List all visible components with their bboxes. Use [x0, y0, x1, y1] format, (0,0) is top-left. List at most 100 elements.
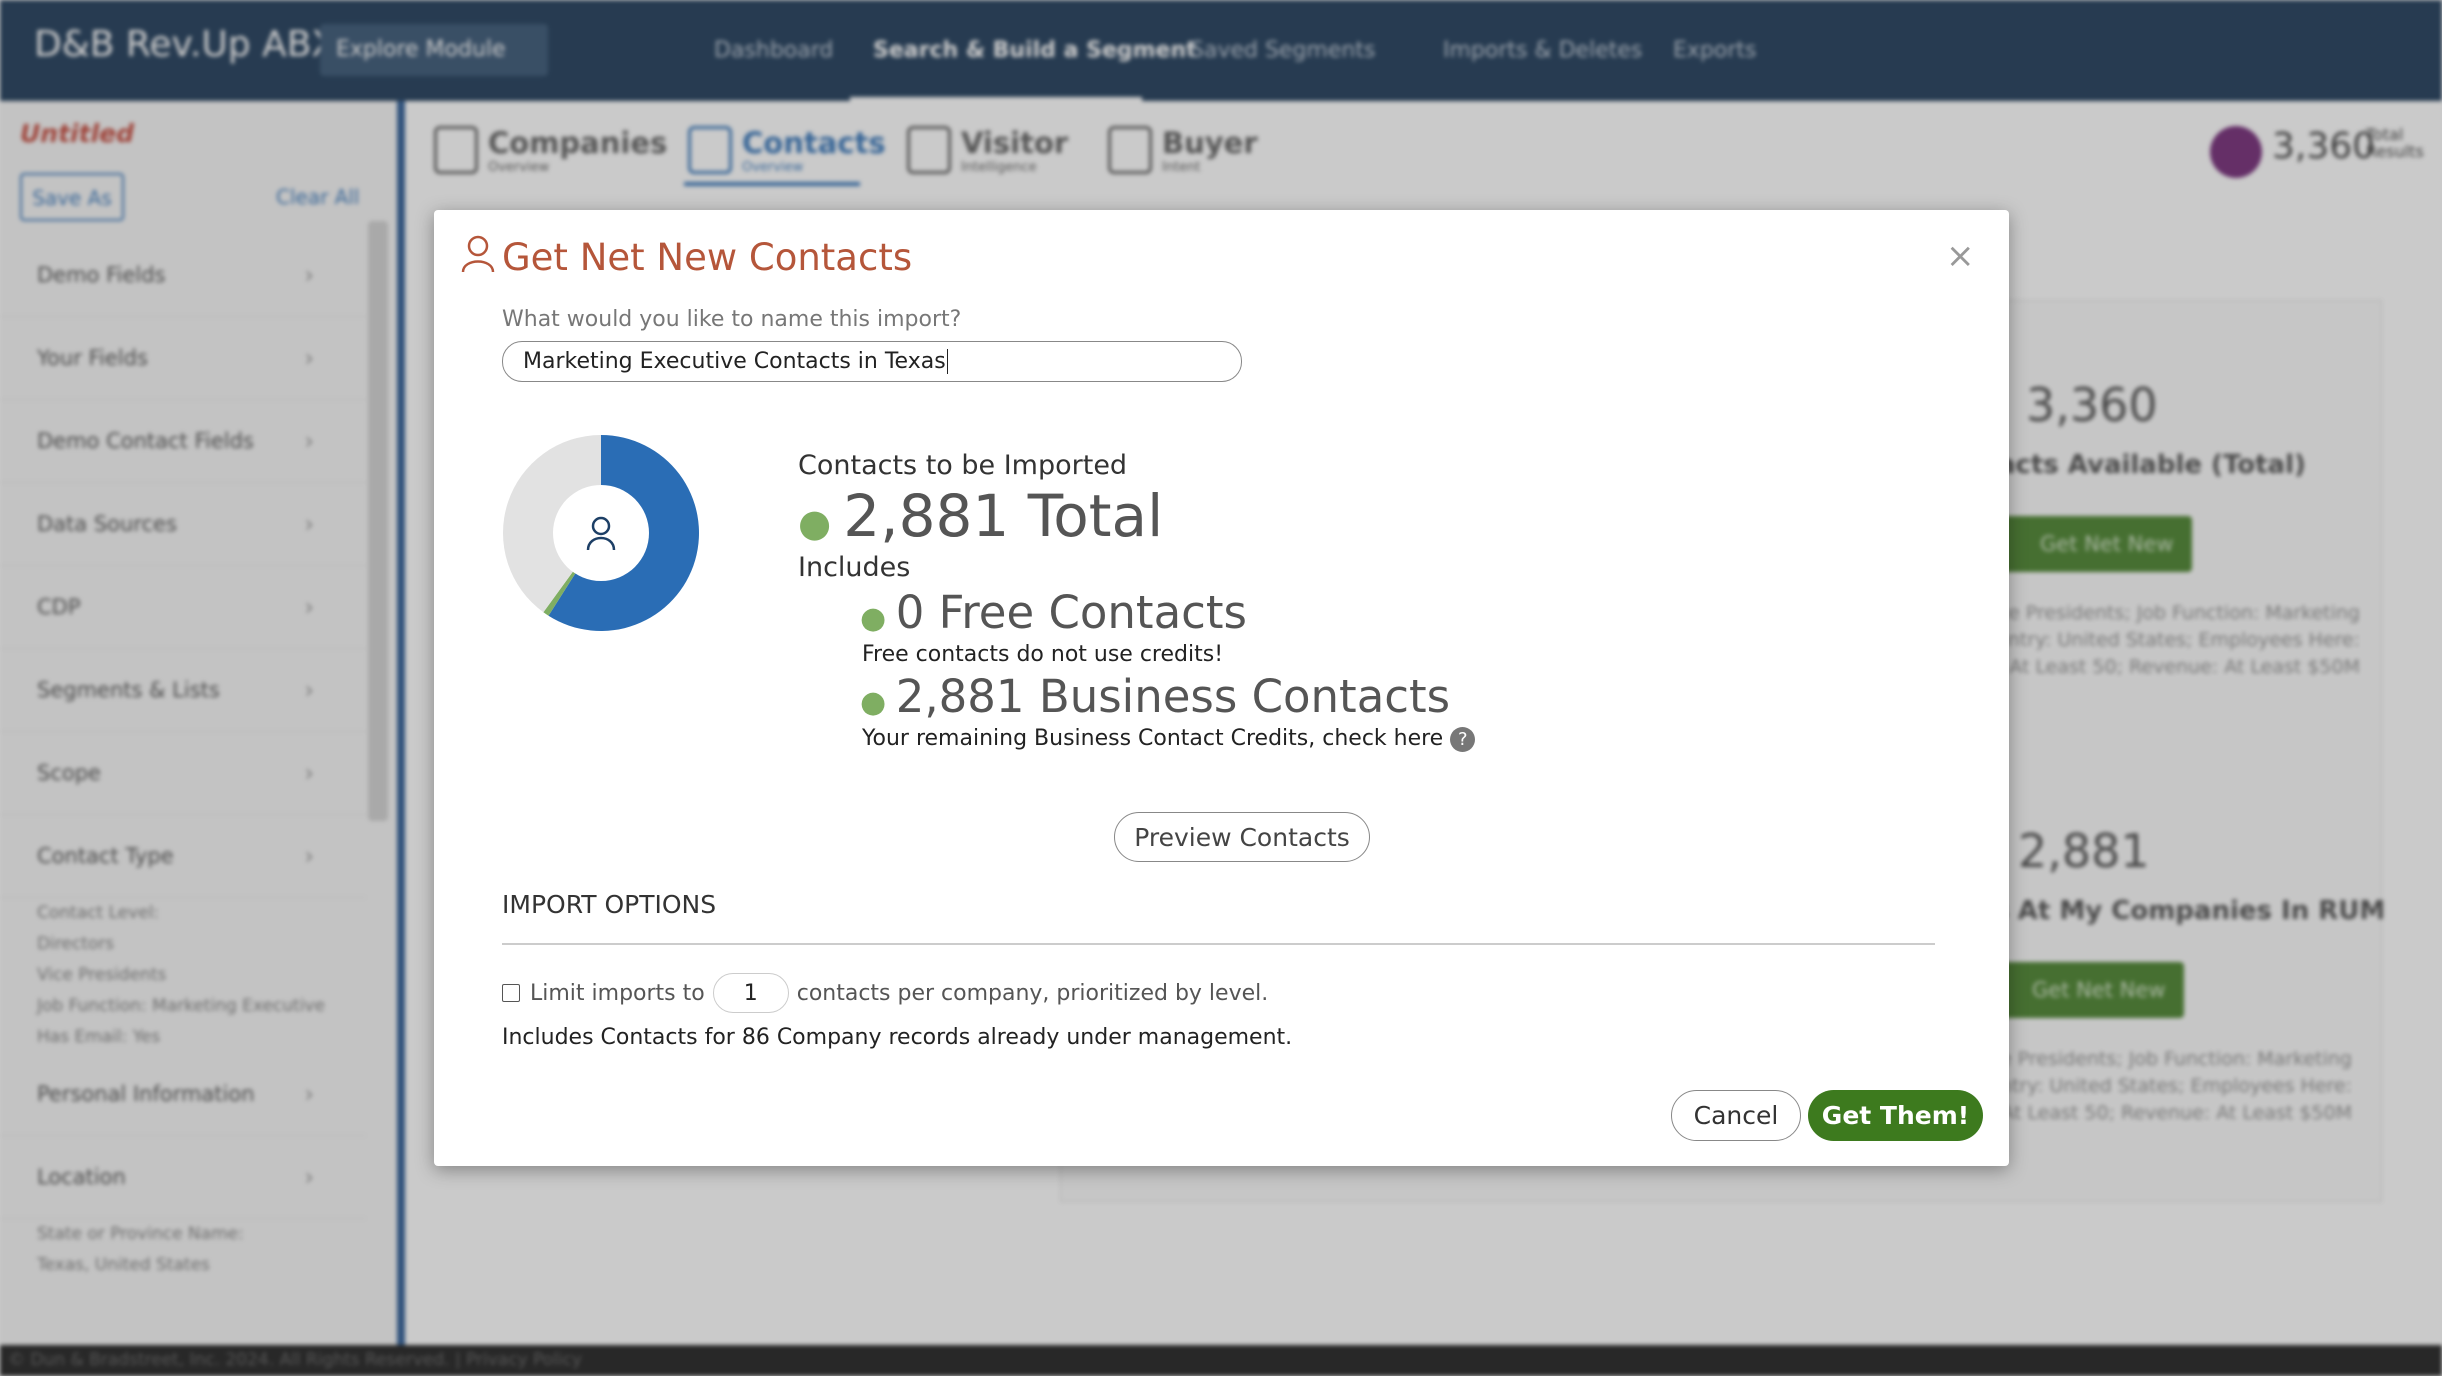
section-list: Demo Fields › Your Fields › Demo Contact Fie… — [0, 234, 366, 1281]
total-icon — [2210, 126, 2262, 178]
nav-item[interactable]: Imports & Deletes — [1443, 38, 1643, 63]
help-icon[interactable]: ? — [1450, 727, 1476, 752]
donut-segment — [503, 435, 601, 613]
tab-title[interactable]: Visitor — [961, 126, 1069, 160]
clear-all[interactable]: Clear All — [276, 185, 360, 209]
chevron: › — [304, 676, 314, 704]
tab-sub: Overview — [742, 160, 804, 175]
import-heading: Contacts to be Imported — [798, 450, 1128, 481]
name-label: What would you like to name this import? — [502, 307, 962, 332]
scrollbar — [368, 221, 388, 821]
sidebar: Untitled Save As Clear All Demo Fields › Y… — [0, 101, 397, 1345]
caret — [946, 349, 948, 374]
free-note: Free contacts do not use credits! — [862, 642, 1224, 667]
nav-active — [850, 97, 1142, 101]
tab-sub: Intelligence — [961, 160, 1037, 175]
tab-icon — [1108, 126, 1152, 174]
tab-icon — [688, 126, 732, 174]
divider — [502, 943, 1935, 945]
section[interactable]: Contact Type › — [0, 815, 366, 898]
section-label: Scope — [37, 761, 101, 785]
section-detail: State or Province Name: — [37, 1224, 244, 1244]
tab-title[interactable]: Companies — [488, 126, 668, 160]
segment-title: Untitled — [20, 119, 134, 148]
section[interactable]: CDP › — [0, 566, 366, 649]
chevron: › — [304, 344, 314, 372]
module-select[interactable]: Explore Module — [320, 24, 548, 76]
section-detail: Directors — [37, 934, 115, 954]
top-nav: D&B Rev.Up ABX Explore Module Dashboard S… — [0, 0, 2442, 101]
section[interactable]: Demo Fields › — [0, 234, 366, 317]
card-value: 3,360 — [2026, 378, 2158, 432]
section-detail: Job Function: Marketing Executive — [37, 996, 325, 1016]
cancel-button[interactable]: Cancel — [1671, 1090, 1801, 1141]
import-total: ● 2,881 Total — [798, 482, 1163, 550]
nav-item[interactable]: Dashboard — [714, 38, 834, 63]
tab-underline — [684, 182, 860, 186]
business-note-text: Your remaining Business Contact Credits,… — [862, 726, 1444, 751]
chevron: › — [304, 427, 314, 455]
section[interactable]: Data Sources › — [0, 483, 366, 566]
includes: Includes — [798, 552, 911, 583]
section[interactable]: Personal Information › — [0, 1053, 366, 1136]
section-label: CDP — [37, 595, 81, 619]
title-icon — [461, 235, 495, 273]
close-button[interactable]: × — [1946, 236, 1975, 276]
section-detail: Has Email: Yes — [37, 1027, 161, 1047]
management-note: Includes Contacts for 86 Company records… — [502, 1025, 1293, 1050]
tab-title[interactable]: Contacts — [742, 126, 886, 160]
section[interactable]: Scope › — [0, 732, 366, 815]
modal: Get Net New Contacts × What would you li… — [434, 210, 2009, 1166]
chevron: › — [304, 1080, 314, 1108]
name-input[interactable]: Marketing Executive Contacts in Texas — [502, 341, 1242, 382]
person-head — [591, 516, 611, 536]
chevron: › — [304, 510, 314, 538]
section-label: Demo Contact Fields — [37, 429, 254, 453]
chevron: › — [304, 842, 314, 870]
card-button[interactable]: Get Net New — [1950, 516, 2192, 572]
section-label: Data Sources — [37, 512, 177, 536]
limit-after: contacts per company, prioritized by lev… — [796, 980, 1269, 1006]
chevron: › — [304, 261, 314, 289]
business-text: 2,881 Business Contacts — [895, 670, 1451, 723]
free-text: 0 Free Contacts — [895, 586, 1247, 639]
section-label: Personal Information — [37, 1082, 255, 1106]
limit-checkbox[interactable] — [502, 984, 520, 1002]
confirm-button[interactable]: Get Them! — [1808, 1090, 1983, 1141]
chevron: › — [304, 1163, 314, 1191]
total-text: 2,881 Total — [843, 482, 1164, 550]
tab-title[interactable]: Buyer — [1162, 126, 1258, 160]
section-label: Contact Type — [37, 844, 174, 868]
tab-sub: Intent — [1162, 160, 1201, 175]
section[interactable]: Location › — [0, 1136, 366, 1219]
tab-icon — [907, 126, 951, 174]
footer: © Dun & Bradstreet, Inc. 2024. All Right… — [0, 1345, 2442, 1376]
nav-item[interactable]: Saved Segments — [1190, 38, 1376, 63]
name-value: Marketing Executive Contacts in Texas — [523, 349, 946, 374]
chevron: › — [304, 593, 314, 621]
total-value: 3,360 — [2272, 126, 2376, 167]
save-as-button[interactable]: Save As — [20, 173, 124, 221]
total-label: Total Results — [2366, 125, 2424, 161]
card-value: 2,881 — [2018, 824, 2150, 878]
section-label: Location — [37, 1165, 126, 1189]
tab-icon — [434, 126, 478, 174]
section[interactable]: Demo Contact Fields › — [0, 400, 366, 483]
nav-item[interactable]: Search & Build a Segment — [873, 38, 1197, 63]
nav-item[interactable]: Exports — [1673, 38, 1757, 63]
chevron: › — [304, 759, 314, 787]
options-title: IMPORT OPTIONS — [502, 890, 717, 919]
limit-input[interactable]: 1 — [712, 973, 789, 1013]
section-label: Demo Fields — [37, 263, 166, 287]
donut — [503, 435, 699, 631]
tab-sub: Overview — [488, 160, 550, 175]
section[interactable]: Segments & Lists › — [0, 649, 366, 732]
section-detail: Texas, United States — [37, 1255, 210, 1275]
section-label: Segments & Lists — [37, 678, 220, 702]
preview-button[interactable]: Preview Contacts — [1114, 812, 1370, 862]
business-contacts: ● 2,881 Business Contacts — [860, 670, 1450, 723]
limit-row: Limit imports to 1 contacts per company,… — [502, 973, 1268, 1013]
section[interactable]: Your Fields › — [0, 317, 366, 400]
business-note: Your remaining Business Contact Credits,… — [862, 726, 1476, 752]
